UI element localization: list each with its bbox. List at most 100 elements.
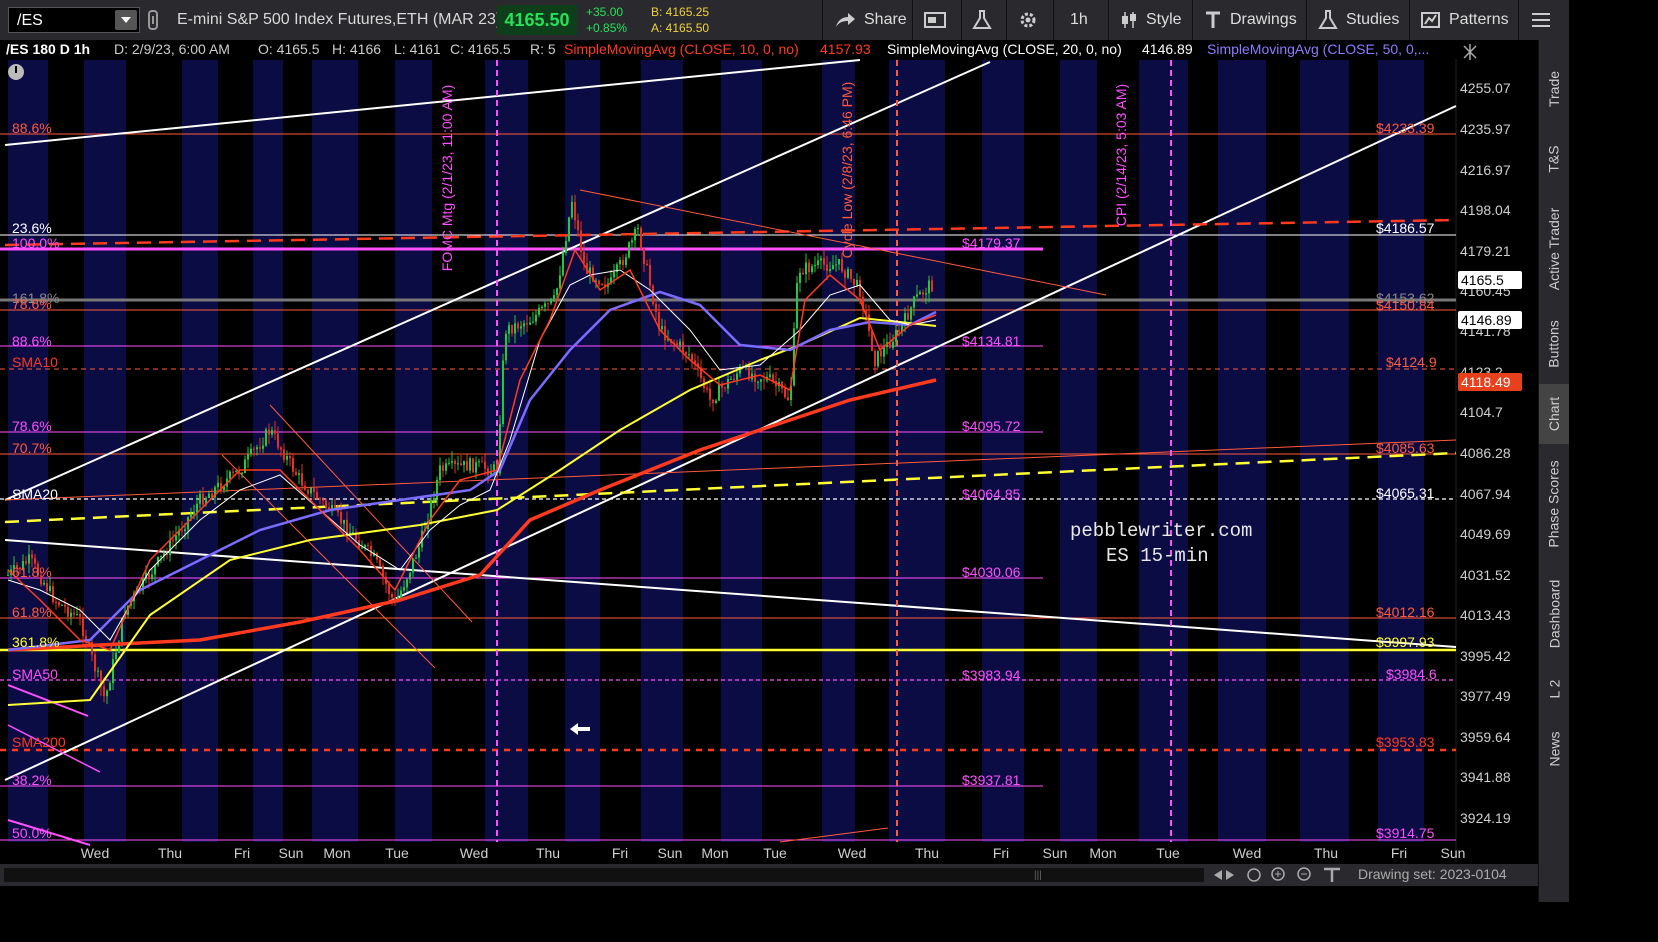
timeframe-button[interactable]: 1h <box>1070 0 1088 40</box>
candle-body <box>664 326 666 341</box>
fib-label-left: 361.8% <box>12 634 59 650</box>
candle-body <box>580 230 582 252</box>
session-band <box>721 60 762 842</box>
tab-trade[interactable]: Trade <box>1546 70 1562 108</box>
tab-dashboard[interactable]: Dashboard <box>1546 579 1562 649</box>
candle-body <box>541 306 543 308</box>
style-button[interactable]: Style <box>1120 0 1182 40</box>
fib-label-left: 78.6% <box>12 418 52 434</box>
candle-body <box>442 465 444 471</box>
patterns-button[interactable]: Patterns <box>1421 0 1509 40</box>
menu-button[interactable] <box>1530 0 1552 40</box>
studies-label: Studies <box>1346 11 1400 28</box>
candle-body <box>205 497 207 505</box>
candle-body <box>805 262 807 275</box>
candle-body <box>646 263 648 265</box>
tab-news[interactable]: News <box>1546 731 1563 767</box>
candle-body <box>271 430 273 435</box>
chevron-down-icon[interactable] <box>115 10 137 30</box>
window-icon <box>924 12 946 28</box>
candle-body <box>601 284 603 286</box>
tab-phase-scores[interactable]: Phase Scores <box>1546 460 1563 548</box>
candle-body <box>283 449 285 460</box>
drawings-button[interactable]: Drawings <box>1204 0 1297 40</box>
candle-body <box>280 447 282 450</box>
time-axis-tick: Fri <box>234 845 250 861</box>
link-icon[interactable] <box>146 0 164 40</box>
candle-body <box>772 374 774 381</box>
candle-body <box>526 323 528 325</box>
detach-chart-button[interactable] <box>924 0 946 40</box>
candle-body <box>874 350 876 367</box>
candle-body <box>556 288 558 296</box>
tab-buttons[interactable]: Buttons <box>1546 320 1563 368</box>
candle-body <box>856 279 858 286</box>
sma50-label[interactable]: SimpleMovingAvg (CLOSE, 50, 0,... <box>1207 41 1430 57</box>
share-icon <box>836 13 855 27</box>
candle-body <box>931 280 933 292</box>
price-axis-tick: 4179.21 <box>1460 243 1511 259</box>
fib-label-left: 100.0% <box>12 235 59 251</box>
tab-time-and-sales[interactable]: T&S <box>1545 145 1562 173</box>
drawing-set-label[interactable]: Drawing set: 2023-0104 <box>1358 866 1507 882</box>
sma20-label[interactable]: SimpleMovingAvg (CLOSE, 20, 0, no) <box>887 41 1122 57</box>
candle-body <box>877 350 879 367</box>
settings-button[interactable] <box>1018 0 1038 40</box>
candle-body <box>655 304 657 312</box>
candle-body <box>403 587 405 591</box>
tab-active-trader[interactable]: Active Trader <box>1546 207 1563 291</box>
candle-body <box>361 547 363 549</box>
candle-body <box>892 341 894 348</box>
price-level-label: $4124.9 <box>1386 354 1437 370</box>
candle-body <box>163 553 165 556</box>
sma10-label[interactable]: SimpleMovingAvg (CLOSE, 10, 0, no) <box>564 41 799 57</box>
candle-body <box>142 578 144 591</box>
event-label: Cycle Low (2/8/23, 6:46 PM) <box>839 82 855 259</box>
candle-body <box>922 292 924 295</box>
fib-label-left: 38.2% <box>12 772 52 788</box>
symbol-selector[interactable]: /ES <box>8 7 140 33</box>
candle-body <box>661 326 663 330</box>
share-button[interactable]: Share <box>834 0 907 40</box>
candle-body <box>583 251 585 264</box>
candle-body <box>178 530 180 536</box>
candle-body <box>910 307 912 320</box>
time-axis-tick: Wed <box>1233 845 1262 861</box>
studies-button[interactable]: Studies <box>1318 0 1399 40</box>
gear-icon <box>1020 12 1036 28</box>
candle-body <box>382 565 384 577</box>
tab-level2[interactable]: L 2 <box>1545 679 1562 699</box>
fib-label-left: 70.7% <box>12 440 52 456</box>
candle-body <box>379 559 381 566</box>
scroll-grip[interactable]: ||| <box>1034 870 1042 881</box>
candle-body <box>43 583 45 585</box>
candle-body <box>418 547 420 558</box>
candle-body <box>412 558 414 573</box>
price-level-label: $4179.37 <box>962 235 1021 251</box>
candle-body <box>883 347 885 357</box>
chart-area[interactable]: 88.6% 23.6% 100.0% 161.8% 78.6% 88.6% SMA10 78.… <box>0 40 1658 902</box>
price-axis-tick: 4104.7 <box>1460 404 1503 420</box>
tab-chart[interactable]: Chart <box>1539 384 1569 444</box>
price-axis-tick: 4198.04 <box>1460 202 1511 218</box>
candle-body <box>7 574 9 576</box>
price-chart[interactable]: 88.6%23.6%100.0%161.8%78.6%88.6%SMA1078.… <box>0 40 1538 864</box>
candle-body <box>637 227 639 229</box>
time-axis-tick: Sun <box>1441 845 1466 861</box>
candle-body <box>214 487 216 498</box>
candle-body <box>61 604 63 606</box>
horizontal-scrollbar[interactable]: ||| <box>4 868 1204 882</box>
candle-body <box>352 532 354 534</box>
candle-body <box>343 519 345 524</box>
candle-body <box>499 424 501 474</box>
candle-body <box>391 593 393 598</box>
info-icon-mark <box>15 66 17 73</box>
candle-body <box>823 258 825 265</box>
candle-body <box>667 339 669 341</box>
candle-body <box>808 262 810 273</box>
flask-button[interactable] <box>972 0 992 40</box>
candle-body <box>826 264 828 272</box>
candle-body <box>571 201 573 218</box>
candle-body <box>490 471 492 475</box>
fib-label-left: 88.6% <box>12 333 52 349</box>
